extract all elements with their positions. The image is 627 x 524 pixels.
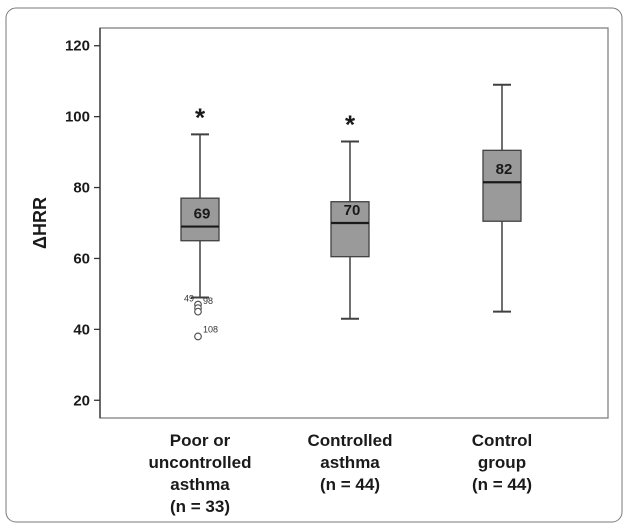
category-label: Controlled asthma (n = 44) xyxy=(308,431,393,494)
y-tick-label: 40 xyxy=(73,321,90,338)
outlier-case-label: 49 xyxy=(184,294,194,304)
significance-asterisk: * xyxy=(345,109,356,139)
category-label-line: uncontrolled xyxy=(149,453,252,472)
category-labels: Poor or uncontrolled asthma (n = 33) Control… xyxy=(149,431,533,516)
box-group: 82 xyxy=(482,83,522,313)
median-value-label: 70 xyxy=(344,202,361,219)
category-label-line: (n = 44) xyxy=(472,475,532,494)
category-label-line: Controlled xyxy=(308,431,393,450)
y-tick-label: 60 xyxy=(73,250,90,267)
category-label-line: (n = 33) xyxy=(170,497,230,516)
outlier-case-label: 108 xyxy=(203,324,218,334)
box-group: 70 * xyxy=(330,109,370,320)
iqr-box xyxy=(180,197,220,242)
category-label-line: asthma xyxy=(320,453,380,472)
y-tick-label: 120 xyxy=(65,38,90,55)
outlier-point xyxy=(194,307,202,316)
significance-asterisk: * xyxy=(195,102,206,132)
outlier-point xyxy=(194,332,202,341)
outlier-case-label: 98 xyxy=(203,296,213,306)
boxes-layer: 69 * 49 98 108 70 * 82 xyxy=(180,83,522,341)
category-label-line: Poor or xyxy=(170,431,231,450)
category-label-line: Control xyxy=(472,431,532,450)
category-label-line: asthma xyxy=(170,475,230,494)
box-group: 69 * 49 98 108 xyxy=(180,102,220,341)
category-label-line: (n = 44) xyxy=(320,475,380,494)
category-label-line: group xyxy=(478,453,526,472)
iqr-box xyxy=(330,201,370,258)
category-label: Poor or uncontrolled asthma (n = 33) xyxy=(149,431,252,516)
y-tick-label: 100 xyxy=(65,109,90,126)
y-tick-label: 80 xyxy=(73,180,90,197)
figure-border xyxy=(5,7,623,523)
median-value-label: 69 xyxy=(194,206,211,223)
y-tick-label: 20 xyxy=(73,392,90,409)
category-label: Control group (n = 44) xyxy=(472,431,532,494)
iqr-box xyxy=(482,149,522,222)
median-value-label: 82 xyxy=(496,161,513,178)
y-axis-label: ΔHRR xyxy=(30,197,50,249)
y-axis-ticks: 20 40 60 80 100 120 xyxy=(65,38,100,409)
